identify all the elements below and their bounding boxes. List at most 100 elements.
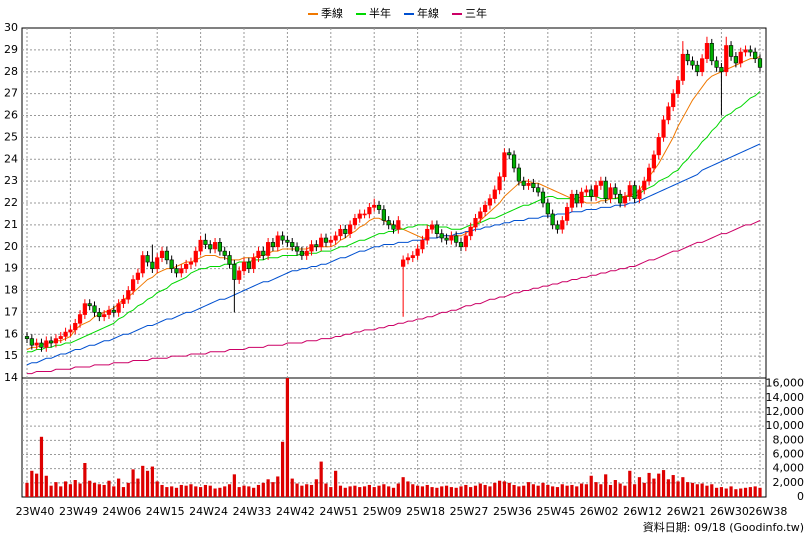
volume-bar [179,484,183,497]
candle-body [656,137,661,156]
candle-body [685,53,690,62]
volume-bar [681,477,685,497]
candle-body [593,185,599,197]
ma-line [26,143,761,366]
y-tick-label: 18 [4,284,18,297]
candle-body [425,228,430,241]
ma-line [27,220,761,375]
x-tick-label: 25W36 [493,505,532,518]
y-tick-label: 23 [4,174,18,187]
volume-bar [493,482,497,497]
volume-bar [35,473,39,497]
volume-bar [695,484,699,497]
candle-body [343,228,348,234]
volume-bar [541,482,545,497]
candle-body [531,183,536,188]
volume-bar [92,482,97,497]
volume-bar [25,482,29,497]
candle-body [29,338,34,346]
candle-body [757,58,763,68]
volume-bar [512,484,516,497]
volume-bar [121,487,126,497]
candle-body [613,187,618,195]
candle-body [468,226,473,237]
candle-body [704,43,710,59]
candle-body [145,255,150,263]
source-note: 資料日期: 09/18 (Goodinfo.tw) [643,520,804,534]
volume-bar [387,486,391,497]
candle-body [724,45,729,73]
x-tick-label: 24W33 [233,505,272,518]
candle-body [603,180,608,199]
candle-body [386,220,391,226]
volume-bar [676,481,680,497]
volume-bar [319,461,323,497]
x-tick-label: 23W40 [16,505,55,518]
candle-body [338,228,343,237]
volume-bar [112,486,116,497]
candle-body [579,191,584,204]
candle-body [574,193,579,204]
volume-bar [613,480,617,497]
candle-body [376,204,382,210]
candle-body [526,183,531,186]
volume-bar [141,465,145,497]
candle-body [294,246,300,252]
volume-bar [329,487,333,497]
candle-body [164,250,169,261]
legend-label: 三年 [465,6,487,20]
volume-bar [536,485,540,497]
y-tick-label: 25 [4,130,18,143]
volume-bar [150,466,154,497]
candle-body [111,309,116,313]
volume-bar [107,480,111,497]
volume-bar [227,484,232,497]
candle-body [212,242,218,250]
candle-body [314,244,319,248]
candle-body [126,290,131,300]
candle-body [391,224,396,230]
volume-bar [271,482,275,497]
y2-tick-label: 4,000 [773,462,805,475]
candle-body [87,303,92,307]
candle-body [77,314,83,324]
volume-bar [44,475,48,497]
candle-body [449,235,454,241]
candle-body [405,257,411,261]
volume-bar [753,486,757,497]
volume-bar [203,484,208,497]
candle-body [728,45,734,57]
candle-body [44,340,49,348]
candle-body [483,204,488,213]
volume-bar [483,484,487,497]
volume-bar [705,485,709,497]
candle-body [367,207,372,215]
y-tick-label: 27 [4,87,18,100]
volume-bar [710,484,714,497]
candle-body [198,239,203,252]
volume-bar [102,484,106,497]
volume-bar [59,486,63,497]
candle-body [352,218,358,226]
volume-bar [126,482,130,497]
volume-bar [633,484,637,497]
volume-bar [68,484,73,497]
volume-bar [406,481,410,497]
volume-bar [604,474,608,497]
y-tick-label: 29 [4,43,18,56]
volume-bar [589,475,593,497]
candle-body [642,180,647,191]
candle-body [410,255,415,258]
candle-body [429,224,435,230]
x-tick-label: 25W27 [450,505,489,518]
candle-body [646,167,652,182]
candle-body [24,336,30,339]
volume-bar [338,485,343,497]
candle-body [155,257,160,269]
candle-body [270,242,276,248]
volume-bar [136,478,140,497]
candle-body [92,305,97,313]
candle-body [560,220,565,230]
candle-body [280,235,285,241]
y-tick-label: 19 [4,262,18,275]
